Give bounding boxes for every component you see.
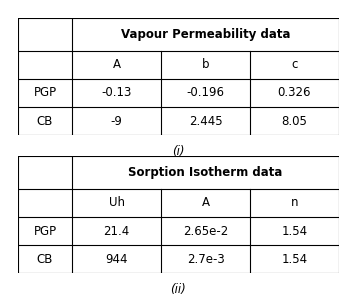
Text: -9: -9	[111, 115, 122, 128]
Text: c: c	[291, 58, 298, 71]
Text: 0.326: 0.326	[278, 86, 311, 99]
Text: b: b	[202, 58, 209, 71]
Text: -0.13: -0.13	[102, 86, 132, 99]
Text: 1.54: 1.54	[281, 253, 307, 266]
Text: 2.65e-2: 2.65e-2	[183, 225, 228, 238]
Text: Vapour Permeability data: Vapour Permeability data	[121, 28, 290, 41]
Text: 944: 944	[106, 253, 128, 266]
Text: -0.196: -0.196	[187, 86, 225, 99]
Text: n: n	[291, 196, 298, 209]
Text: 2.7e-3: 2.7e-3	[187, 253, 225, 266]
Text: A: A	[202, 196, 210, 209]
Text: (i): (i)	[172, 145, 185, 158]
Text: 1.54: 1.54	[281, 225, 307, 238]
Text: 2.445: 2.445	[189, 115, 222, 128]
Text: Uh: Uh	[109, 196, 125, 209]
Text: (ii): (ii)	[170, 283, 186, 294]
Text: 21.4: 21.4	[103, 225, 130, 238]
Text: PGP: PGP	[34, 225, 56, 238]
Text: CB: CB	[37, 253, 53, 266]
Text: PGP: PGP	[34, 86, 56, 99]
Text: Sorption Isotherm data: Sorption Isotherm data	[128, 166, 283, 179]
Text: CB: CB	[37, 115, 53, 128]
Text: 8.05: 8.05	[281, 115, 307, 128]
Text: A: A	[113, 58, 121, 71]
